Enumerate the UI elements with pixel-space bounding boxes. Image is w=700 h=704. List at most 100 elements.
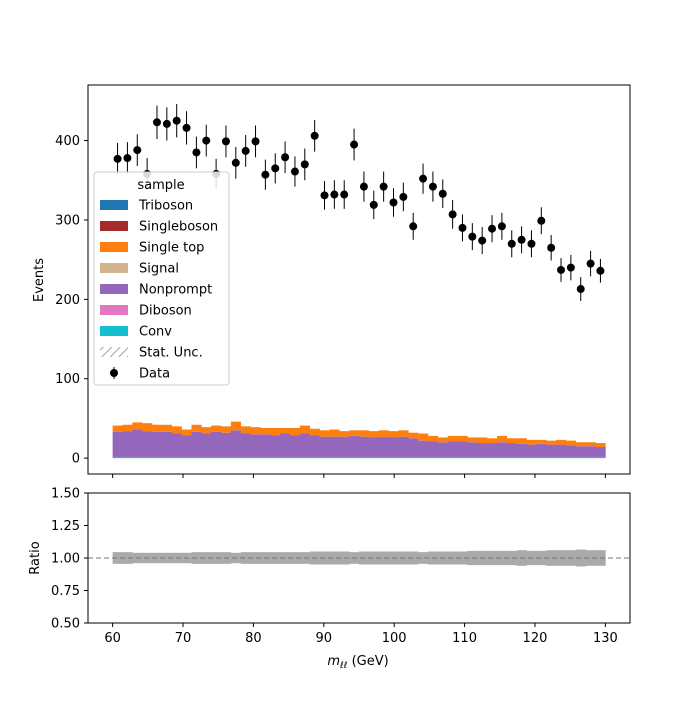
ratio-unc-bar: [240, 552, 251, 564]
bar-nonprompt: [161, 431, 173, 457]
bar-nonprompt: [595, 447, 606, 457]
bar-single-top: [250, 427, 261, 435]
bar-conv: [280, 456, 291, 459]
data-point: [290, 167, 299, 176]
bar-single-top: [260, 427, 271, 435]
bar-single-top: [112, 425, 123, 432]
data-point: [478, 236, 487, 245]
ratio-unc-bar: [546, 550, 557, 566]
bar-conv: [575, 456, 586, 459]
legend-swatch: [100, 305, 128, 315]
x-tick-label: 80: [245, 631, 262, 646]
bar-conv: [526, 456, 537, 459]
bar-conv: [290, 456, 301, 459]
bar-conv: [378, 456, 389, 459]
bar-conv: [161, 456, 173, 459]
bar-nonprompt: [240, 433, 251, 457]
data-point: [202, 136, 211, 145]
bar-conv: [556, 456, 567, 459]
bar-conv: [388, 456, 399, 459]
legend-swatch: [100, 221, 128, 231]
data-point: [596, 266, 605, 275]
bar-conv: [477, 456, 488, 459]
ratio-y-ticks: 0.50 0.75 1.00 1.25 1.50: [51, 487, 88, 632]
data-point: [369, 200, 378, 209]
bar-conv: [418, 456, 429, 459]
bar-conv: [408, 456, 419, 459]
bar-single-top: [201, 427, 212, 434]
bar-nonprompt: [329, 436, 340, 457]
data-point: [379, 182, 388, 191]
y-tick-label: 0: [72, 452, 80, 467]
data-point: [557, 265, 566, 274]
ratio-unc-bar: [496, 550, 508, 566]
ratio-unc-bar: [585, 550, 596, 566]
bar-nonprompt: [142, 431, 153, 457]
data-point: [310, 131, 319, 140]
bar-conv: [595, 456, 606, 459]
data-point: [231, 158, 240, 167]
legend-label: Conv: [139, 325, 172, 340]
data-point: [497, 222, 506, 231]
legend-swatch: [100, 326, 128, 336]
bar-conv: [398, 456, 409, 459]
bar-single-top: [516, 438, 527, 444]
bar-conv: [487, 456, 498, 459]
data-point: [527, 239, 536, 248]
bar-single-top: [349, 430, 360, 436]
ratio-x-ticks: 60 70 80 90 100 110 120 130: [104, 623, 618, 646]
data-point: [281, 153, 290, 162]
bar-single-top: [556, 439, 567, 445]
legend-entry: Single top: [100, 241, 204, 256]
data-point: [419, 174, 428, 183]
bar-conv: [191, 456, 202, 459]
legend-title: sample: [137, 178, 184, 193]
bar-conv: [585, 456, 596, 459]
data-point: [428, 182, 437, 191]
bar-single-top: [290, 427, 301, 436]
bar-conv: [211, 456, 222, 459]
ratio-unc-bar: [112, 552, 123, 564]
data-point: [271, 164, 280, 173]
bar-conv: [339, 456, 350, 459]
data-point: [547, 243, 556, 252]
bar-nonprompt: [191, 431, 202, 457]
bar-single-top: [270, 427, 281, 436]
bar-single-top: [161, 424, 173, 432]
ratio-y-axis-label: Ratio: [28, 541, 43, 574]
y-tick-label: 100: [55, 372, 80, 387]
bar-conv: [112, 456, 123, 459]
bar-conv: [457, 456, 468, 459]
bar-nonprompt: [585, 446, 596, 457]
legend-label: Data: [139, 367, 170, 382]
bar-single-top: [388, 431, 399, 438]
ratio-y-tick-label: 0.50: [51, 617, 80, 632]
bar-nonprompt: [201, 433, 212, 457]
ratio-y-tick-label: 1.25: [51, 519, 80, 534]
data-point: [586, 259, 595, 268]
data-points: [113, 104, 605, 301]
bar-nonprompt: [546, 444, 557, 457]
x-tick-label: 130: [593, 631, 618, 646]
x-tick-label: 60: [104, 631, 121, 646]
bar-single-top: [240, 426, 251, 434]
bar-nonprompt: [132, 429, 143, 457]
legend-label: Triboson: [138, 199, 193, 214]
bar-nonprompt: [398, 436, 409, 457]
bar-nonprompt: [290, 435, 301, 457]
bar-nonprompt: [477, 443, 488, 457]
bar-nonprompt: [467, 442, 478, 457]
bar-single-top: [122, 424, 133, 432]
legend-swatch: [100, 284, 128, 294]
bar-conv: [201, 456, 212, 459]
bar-nonprompt: [427, 441, 439, 457]
bar-nonprompt: [171, 433, 182, 457]
bar-conv: [270, 456, 281, 459]
bar-nonprompt: [388, 437, 399, 457]
bar-nonprompt: [211, 431, 222, 457]
bar-nonprompt: [447, 441, 458, 457]
bar-nonprompt: [152, 431, 163, 457]
bar-single-top: [595, 443, 606, 448]
bar-single-top: [477, 437, 488, 444]
